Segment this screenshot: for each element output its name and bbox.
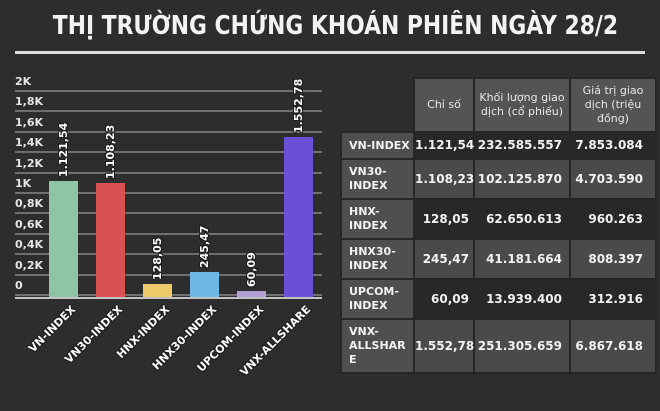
title-underline bbox=[15, 51, 645, 54]
cell-gia-tri: 4.703.590 bbox=[569, 158, 657, 200]
y-gridline bbox=[15, 110, 322, 113]
cell-khoi-luong: 232.585.557 bbox=[473, 131, 571, 160]
header-gia-tri: Giá trị giao dịch (triệu đồng) bbox=[569, 77, 657, 133]
y-axis-tick-label: 0,2K bbox=[15, 258, 44, 272]
cell-gia-tri: 6.867.618 bbox=[569, 318, 657, 374]
row-label: VNX-ALLSHARE bbox=[340, 318, 415, 374]
y-axis-tick-label: 0 bbox=[15, 279, 23, 292]
y-gridline bbox=[15, 130, 322, 133]
table-row: VNX-ALLSHARE 1.552,78 251.305.659 6.867.618 bbox=[340, 318, 657, 374]
cell-chi-so: 245,47 bbox=[413, 238, 475, 280]
y-axis-tick-label: 0,8K bbox=[15, 197, 44, 211]
x-axis-label-vn30-index: VN30-INDEX bbox=[62, 303, 126, 366]
cell-khoi-luong: 13.939.400 bbox=[473, 278, 571, 320]
table-row: VN-INDEX 1.121,54 232.585.557 7.853.084 bbox=[340, 131, 657, 160]
table-row: UPCOM-INDEX 60,09 13.939.400 312.916 bbox=[340, 278, 657, 320]
y-gridline bbox=[15, 90, 322, 92]
y-axis-tick-label: 0,4K bbox=[15, 238, 44, 252]
bar-upcom-index bbox=[236, 290, 266, 297]
row-label: HNX30-INDEX bbox=[340, 238, 415, 280]
table-row: HNX30-INDEX 245,47 41.181.664 808.397 bbox=[340, 238, 657, 280]
x-axis-label-vn-index: VN-INDEX bbox=[26, 303, 79, 356]
bar-value-label-vn-index: 1.121,54 bbox=[56, 123, 70, 178]
y-axis-tick-label: 2K bbox=[15, 75, 32, 88]
y-gridline bbox=[15, 273, 322, 276]
bar-value-label-hnx30-index: 245,47 bbox=[197, 225, 211, 268]
cell-chi-so: 128,05 bbox=[413, 198, 475, 240]
cell-chi-so: 1.121,54 bbox=[413, 131, 475, 160]
y-axis-tick-label: 1K bbox=[15, 177, 32, 190]
cell-gia-tri: 7.853.084 bbox=[569, 131, 657, 160]
x-axis-line bbox=[15, 297, 322, 299]
y-gridline bbox=[15, 171, 322, 174]
x-axis-label-upcom-index: UPCOM-INDEX bbox=[194, 303, 267, 375]
index-data-table: Chỉ số Khối lượng giao dịch (cổ phiếu) G… bbox=[340, 77, 657, 374]
header-chi-so: Chỉ số bbox=[413, 77, 475, 133]
table-header-row: Chỉ số Khối lượng giao dịch (cổ phiếu) G… bbox=[341, 77, 657, 133]
row-label: VN-INDEX bbox=[340, 131, 415, 160]
table-row: VN30-INDEX 1.108,23 102.125.870 4.703.590 bbox=[340, 158, 657, 200]
cell-khoi-luong: 102.125.870 bbox=[473, 158, 571, 200]
cell-gia-tri: 960.263 bbox=[569, 198, 657, 240]
y-gridline bbox=[15, 212, 322, 215]
cell-chi-so: 60,09 bbox=[413, 278, 475, 320]
row-label: HNX-INDEX bbox=[340, 198, 415, 240]
table-corner-cell bbox=[341, 78, 414, 132]
bar-value-label-hnx-index: 128,05 bbox=[150, 237, 164, 280]
cell-gia-tri: 808.397 bbox=[569, 238, 657, 280]
y-gridline bbox=[15, 192, 322, 194]
x-axis-label-hnx30-index: HNX30-INDEX bbox=[149, 303, 220, 373]
data-table: Chỉ số Khối lượng giao dịch (cổ phiếu) G… bbox=[340, 77, 657, 374]
table-row: HNX-INDEX 128,05 62.650.613 960.263 bbox=[340, 198, 657, 240]
bar-hnx30-index bbox=[189, 271, 219, 297]
cell-chi-so: 1.552,78 bbox=[413, 318, 475, 374]
y-axis-tick-label: 1,4K bbox=[15, 136, 44, 150]
cell-khoi-luong: 251.305.659 bbox=[473, 318, 571, 374]
row-label: VN30-INDEX bbox=[340, 158, 415, 200]
bar-vnx-allshare bbox=[283, 137, 313, 297]
bar-value-label-upcom-index: 60,09 bbox=[244, 252, 258, 287]
page-title: THỊ TRƯỜNG CHỨNG KHOÁN PHIÊN NGÀY 28/2 bbox=[52, 11, 619, 41]
y-axis-tick-label: 1,6K bbox=[15, 115, 44, 129]
cell-chi-so: 1.108,23 bbox=[413, 158, 475, 200]
y-axis-tick-label: 1,2K bbox=[15, 156, 44, 170]
bar-vn-index bbox=[48, 181, 78, 297]
bar-vn30-index bbox=[95, 182, 125, 297]
y-axis-tick-label: 1,8K bbox=[15, 95, 44, 109]
cell-gia-tri: 312.916 bbox=[569, 278, 657, 320]
cell-khoi-luong: 41.181.664 bbox=[473, 238, 571, 280]
row-label: UPCOM-INDEX bbox=[340, 278, 415, 320]
y-gridline bbox=[15, 232, 322, 235]
y-gridline bbox=[15, 151, 322, 154]
y-gridline bbox=[15, 253, 322, 256]
bar-value-label-vnx-allshare: 1.552,78 bbox=[291, 78, 305, 134]
bar-value-label-vn30-index: 1.108,23 bbox=[103, 124, 117, 179]
x-axis-label-hnx-index: HNX-INDEX bbox=[114, 303, 173, 361]
y-axis-tick-label: 0,6K bbox=[15, 217, 44, 231]
cell-khoi-luong: 62.650.613 bbox=[473, 198, 571, 240]
bar-hnx-index bbox=[142, 283, 172, 297]
header-khoi-luong: Khối lượng giao dịch (cổ phiếu) bbox=[473, 77, 571, 133]
x-axis-label-vnx-allshare: VNX-ALLSHARE bbox=[237, 303, 314, 379]
